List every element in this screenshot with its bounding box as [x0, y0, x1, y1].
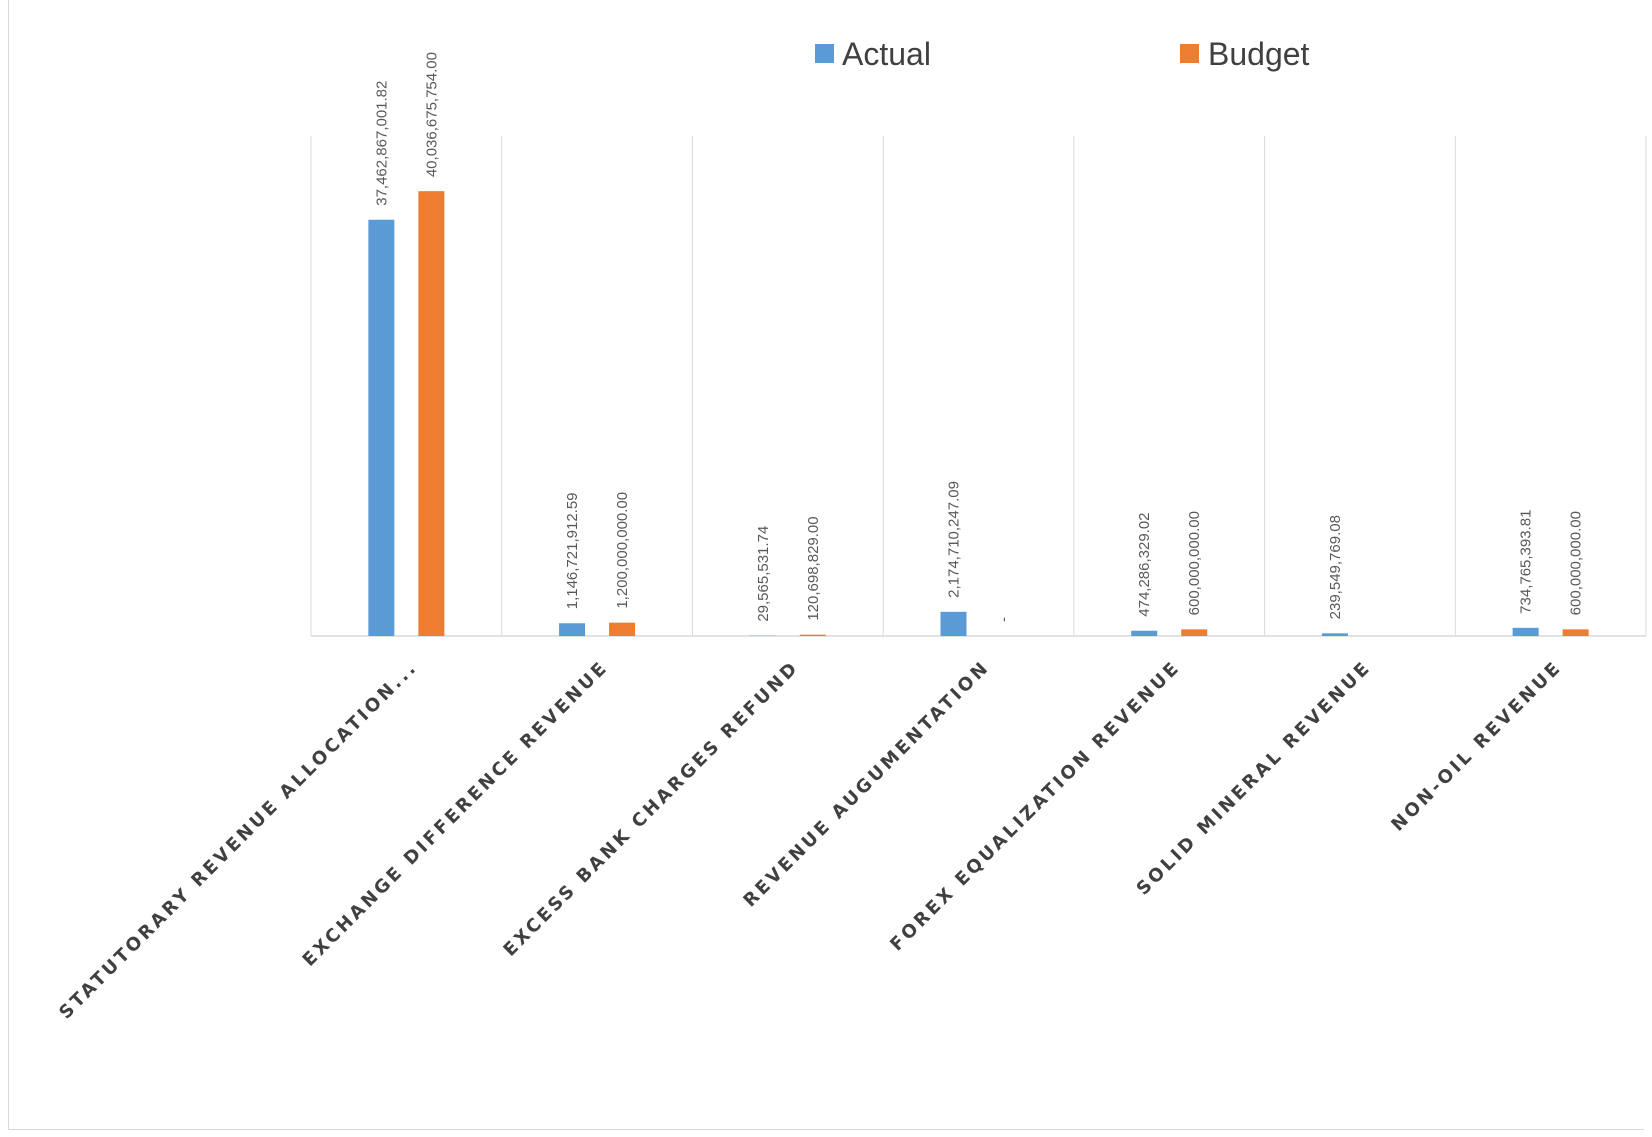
data-labels-layer: 37,462,867,001.82 40,036,675,754.00 1,146,… [373, 52, 1584, 622]
legend-swatch-actual [815, 44, 834, 63]
grid-layer [310, 136, 1647, 637]
bar-actual [559, 623, 586, 636]
data-label: 2,174,710,247.09 [946, 481, 963, 598]
data-label: 474,286,329.02 [1136, 512, 1153, 616]
category-label: FOREX EQUALIZATION REVENUE [886, 657, 1185, 956]
bar-actual [1321, 633, 1348, 636]
data-label: - [996, 617, 1013, 622]
bar-budget [609, 622, 636, 636]
bar-budget [1562, 629, 1589, 636]
category-label: EXCHANGE DIFFERENCE REVENUE [299, 657, 613, 971]
data-label: 600,000,000.00 [1568, 511, 1585, 615]
data-label: 600,000,000.00 [1186, 511, 1203, 615]
bar-actual [1131, 630, 1158, 636]
legend: Actual Budget [815, 36, 1310, 72]
bars-layer [368, 191, 1589, 637]
legend-swatch-budget [1180, 44, 1199, 63]
data-label: 40,036,675,754.00 [423, 52, 440, 177]
bar-budget [799, 634, 826, 636]
chart-frame [8, 0, 1644, 1130]
data-label: 37,462,867,001.82 [373, 81, 390, 206]
category-label: NON-OIL REVENUE [1387, 657, 1566, 836]
category-label: EXCESS BANK CHARGES REFUND [499, 657, 803, 961]
category-label: SOLID MINERAL REVENUE [1133, 657, 1376, 900]
data-label: 120,698,829.00 [805, 516, 822, 620]
data-label: 29,565,531.74 [755, 526, 772, 622]
data-label: 1,200,000,000.00 [614, 492, 631, 609]
data-label: 239,549,769.08 [1327, 515, 1344, 619]
legend-label-budget: Budget [1208, 36, 1310, 72]
bar-actual [940, 611, 967, 636]
bar-budget [418, 191, 445, 636]
data-label: 1,146,721,912.59 [564, 492, 581, 609]
bar-actual [368, 219, 395, 637]
category-labels-layer: STATUTORARY REVENUE ALLOCATION...EXCHANG… [55, 657, 1566, 1024]
bar-actual [1512, 627, 1539, 636]
bar-budget [1181, 629, 1208, 636]
data-label: 734,765,393.81 [1518, 510, 1535, 614]
category-label: STATUTORARY REVENUE ALLOCATION... [55, 657, 422, 1024]
legend-label-actual: Actual [842, 36, 931, 72]
